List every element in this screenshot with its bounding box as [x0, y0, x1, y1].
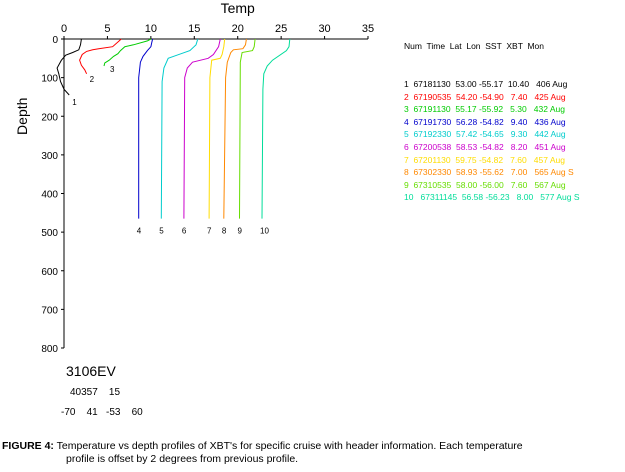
profile-line-4 [138, 38, 154, 219]
legend-rows: 1 67181130 53.00 -55.17 10.40 406 Aug 2 6… [404, 78, 580, 204]
profile-end-labels: 1 2 3 4 5 6 7 8 9 10 [72, 65, 269, 236]
profile-line-7 [208, 38, 226, 219]
legend-row-1: 1 67181130 53.00 -55.17 10.40 406 Aug [404, 78, 568, 89]
profile-line-9 [239, 38, 256, 219]
profile-label-5: 5 [159, 227, 164, 236]
profile-line-1 [56, 38, 82, 96]
profile-label-4: 4 [137, 227, 142, 236]
profile-line-2 [79, 38, 122, 75]
x-tick-label: 5 [104, 23, 110, 35]
cruise-header-line-1: 40357 15 [70, 387, 121, 398]
legend-row-6: 6 67200538 58.53 -54.82 8.20 451 Aug [404, 141, 566, 152]
y-tick-label: 800 [41, 344, 58, 355]
profile-label-1: 1 [72, 98, 77, 107]
cruise-header-line-2: -70 41 -53 60 [61, 407, 143, 418]
y-tick-label: 0 [52, 35, 58, 46]
legend-header: Num Time Lat Lon SST XBT Mon [404, 41, 544, 52]
profile-label-7: 7 [207, 227, 212, 236]
y-tick-label: 700 [41, 305, 58, 316]
profile-label-2: 2 [90, 75, 95, 84]
y-tick-label: 400 [41, 190, 58, 201]
legend-row-9: 9 67310535 58.00 -56.00 7.60 567 Aug [404, 179, 566, 190]
legend-row-7: 7 67201130 59.75 -54.82 7.60 457 Aug [404, 154, 566, 165]
legend-row-10: 10 67311145 56.58 -56.23 8.00 577 Aug S [404, 192, 580, 203]
legend-row-8: 8 67302330 58.93 -55.62 7.00 565 Aug S [404, 167, 574, 178]
profile-label-9: 9 [237, 227, 242, 236]
profile-lines [56, 38, 291, 219]
figure-caption: FIGURE 4: Temperature vs depth profiles … [2, 440, 622, 466]
cruise-id: 3106EV [66, 363, 116, 379]
x-tick-label: 20 [232, 23, 244, 35]
profile-line-8 [223, 38, 247, 219]
y-tick-label: 200 [41, 112, 58, 123]
x-tick-label: 30 [318, 23, 330, 35]
caption-label: FIGURE 4: [2, 440, 54, 452]
y-axis-title: Depth [14, 98, 30, 135]
y-tick-label: 100 [41, 74, 58, 85]
x-tick-label: 25 [275, 23, 287, 35]
y-tick-label: 500 [41, 228, 58, 239]
profile-label-6: 6 [182, 227, 187, 236]
profile-label-10: 10 [260, 227, 269, 236]
legend: Num Time Lat Lon SST XBT Mon 1 67181130 … [404, 15, 580, 217]
profile-line-6 [183, 38, 221, 219]
legend-row-2: 2 67190535 54.20 -54.90 7.40 425 Aug [404, 91, 566, 102]
caption-text-2: profile is offset by 2 degrees from prev… [66, 453, 299, 465]
legend-row-3: 3 67191130 55.17 -55.92 5.30 432 Aug [404, 104, 566, 115]
profile-line-10 [261, 38, 291, 219]
legend-row-4: 4 67191730 56.28 -54.82 9.40 436 Aug [404, 116, 566, 127]
x-tick-label: 0 [61, 23, 67, 35]
profile-label-3: 3 [110, 65, 115, 74]
plot-axes: 0 5 10 15 20 25 30 350100200300400500600700800T… [14, 0, 374, 355]
caption-text-1: Temperature vs depth profiles of XBT's f… [56, 440, 523, 452]
profile-label-8: 8 [222, 227, 227, 236]
y-tick-label: 300 [41, 151, 58, 162]
profile-line-3 [103, 38, 152, 67]
x-axis-title: Temp [221, 0, 255, 16]
x-tick-label: 10 [145, 23, 157, 35]
x-tick-label: 15 [188, 23, 200, 35]
y-tick-label: 600 [41, 267, 58, 278]
profile-line-5 [160, 38, 199, 219]
x-tick-label: 35 [362, 23, 374, 35]
legend-row-5: 5 67192330 57.42 -54.65 9.30 442 Aug [404, 129, 566, 140]
